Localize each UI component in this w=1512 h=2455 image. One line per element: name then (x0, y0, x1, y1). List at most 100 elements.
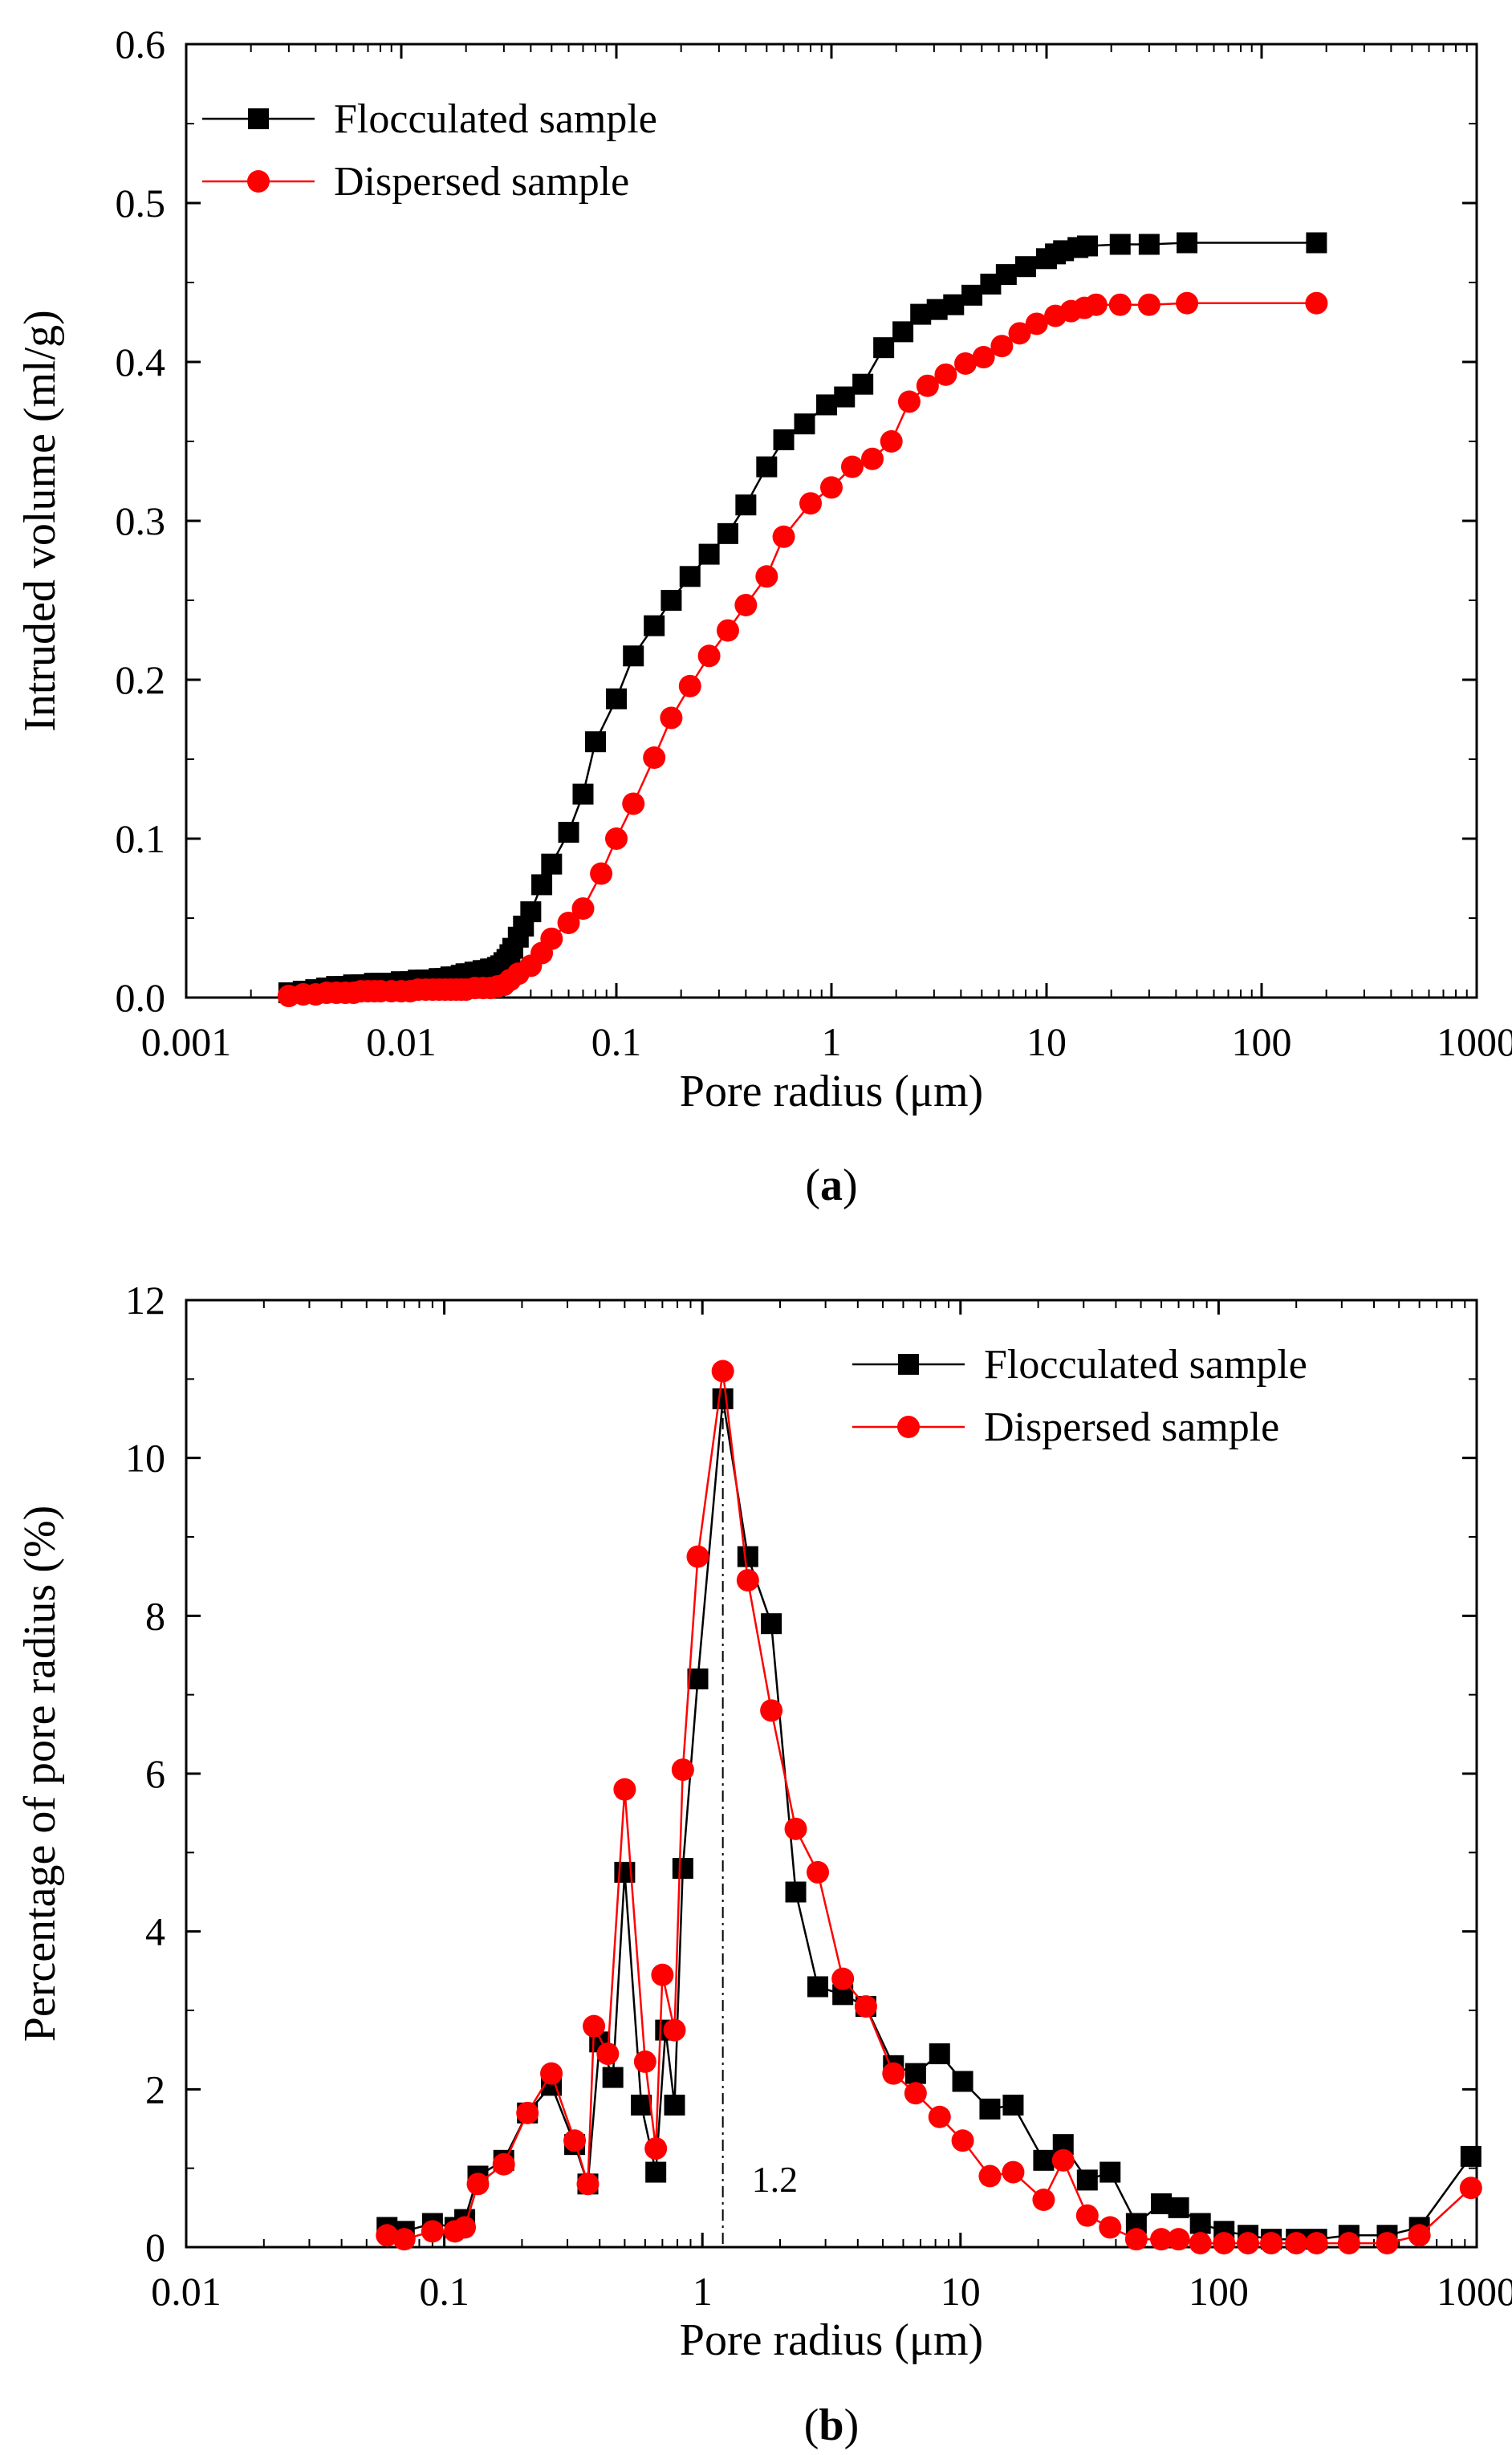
panel-a-series-flocculated-sample-point (873, 337, 895, 359)
panel-a-series-flocculated-sample-point (679, 566, 701, 587)
panel-b-y-tick-label: 12 (125, 1278, 165, 1323)
panel-b-series-dispersed-sample-point (644, 2137, 668, 2160)
panel-b-series-flocculated-sample-point (1099, 2161, 1121, 2183)
panel-b-legend-label: Flocculated sample (984, 1342, 1307, 1388)
panel-a-series-dispersed-sample-point (897, 390, 921, 413)
panel-a-label-letter: a (820, 1160, 843, 1210)
panel-a-series-flocculated-sample-point (558, 822, 579, 843)
panel-a-series-flocculated-sample-point (852, 373, 874, 395)
panel-b-x-tick-label: 1 (693, 2269, 713, 2314)
panel-b-series-flocculated-sample-point (807, 1976, 829, 1998)
panel-a-series-flocculated-sample-point (623, 645, 644, 667)
panel-a-series-flocculated-sample-point (717, 522, 738, 544)
panel-a-x-axis-title: Pore radius (μm) (680, 1067, 983, 1116)
panel-b-series-flocculated-sample-point (904, 2063, 926, 2084)
panel-a-y-tick-label: 0.2 (116, 657, 166, 702)
panel-a-series-dispersed-sample-point (916, 374, 939, 397)
panel-b-series-dispersed-sample-point (453, 2216, 477, 2239)
panel-b-label: (b) (804, 2400, 859, 2450)
panel-b-annotation: 1.2 (721, 1395, 798, 2247)
panel-b-series-flocculated-sample-point (737, 1546, 758, 1567)
panel-b-series-dispersed-sample-point (784, 1817, 807, 1840)
panel-a-series-dispersed-sample-point (1084, 293, 1108, 316)
panel-b-series-dispersed-sample-point (466, 2173, 490, 2196)
panel-a-series-dispersed-sample-point (571, 897, 595, 921)
panel-b-series-dispersed-sample-point (904, 2082, 927, 2105)
panel-a-series-dispersed-sample-point (755, 565, 778, 588)
panel-b-legend-marker (898, 1354, 919, 1375)
panel-a-series-dispersed-sample-point (643, 746, 666, 770)
panel-b-series-dispersed-sample-point (563, 2129, 587, 2152)
panel-b-series-dispersed-sample-point (1032, 2189, 1055, 2211)
panel-a-series-dispersed-sample-point (557, 911, 580, 934)
panel-a-x-tick-label: 0.01 (366, 1019, 437, 1064)
panel-a-x-tick-label: 0.1 (591, 1019, 642, 1064)
panel-b-series-dispersed-sample-point (928, 2105, 951, 2128)
panel-b-series-dispersed-sample-point (1075, 2204, 1099, 2227)
panel-a-series-dispersed-sample-point (880, 430, 903, 453)
panel-b-y-tick-label: 10 (125, 1436, 165, 1481)
panel-b-series-dispersed-sample-point (392, 2228, 416, 2251)
panel-b-series-dispersed-sample-point (1051, 2148, 1075, 2172)
panel-b-series-flocculated-sample-point (664, 2095, 685, 2116)
panel-a-series-dispersed-sample-point (1137, 293, 1160, 316)
panel-b-series-dispersed-sample-point (736, 1569, 759, 1592)
panel-a-y-tick-label: 0.0 (116, 975, 166, 1020)
panel-a-series-flocculated-sample-point (572, 783, 594, 805)
panel-b-x-tick-label: 100 (1189, 2269, 1249, 2314)
panel-a-series-flocculated-sample-point (892, 321, 914, 343)
panel-a-series-flocculated-sample-point (520, 901, 542, 923)
panel-b-series-flocculated-sample-point (1189, 2213, 1211, 2234)
panel-b-series-dispersed-sample-point (1260, 2232, 1283, 2255)
panel-b-series-flocculated-sample-point (785, 1881, 807, 1903)
panel-a-series-dispersed-sample-point (972, 346, 995, 369)
panel-a-legend-marker (248, 108, 269, 129)
panel-b-series-dispersed-sample (376, 1360, 1482, 2255)
panel-b-series-dispersed-sample-point (663, 2018, 686, 2042)
panel-a-x-tick-label: 100 (1232, 1019, 1292, 1064)
panel-b-series-dispersed-sample-point (760, 1699, 783, 1722)
panel-a-series-flocculated-sample-point (1306, 232, 1327, 254)
panel-a-y-tick-label: 0.1 (116, 816, 166, 861)
panel-b-x-tick-label: 10 (941, 2269, 981, 2314)
panel-a-series (277, 232, 1328, 1008)
panel-a-series-flocculated-sample-point (1138, 234, 1160, 255)
panel-b-series-dispersed-sample-point (1376, 2232, 1399, 2255)
panel-b-series-dispersed-sample-point (671, 1758, 694, 1782)
panel-a-series-flocculated-sample-point (735, 494, 757, 516)
panel-b-series-dispersed-sample-point (882, 2062, 905, 2085)
panel-b-series-dispersed-sample-point (596, 2042, 620, 2066)
panel-a-series-dispersed-sample-point (820, 476, 843, 499)
panel-a-series-dispersed-sample-point (605, 827, 628, 850)
panel-b-series-dispersed-sample-point (686, 1545, 709, 1568)
panel-b-series-dispersed-sample-point (1189, 2232, 1212, 2255)
panel-b-legend-label: Dispersed sample (984, 1404, 1279, 1450)
panel-a-series-dispersed-sample-point (734, 593, 758, 616)
panel-a-label-close: ) (843, 1160, 858, 1210)
panel-b-series-flocculated-sample-point (1168, 2197, 1189, 2218)
panel-a-series-dispersed-sample-point (660, 706, 683, 730)
panel-b-series-flocculated-sample-point (929, 2043, 950, 2065)
panel-a-series-flocculated-sample-point (660, 590, 682, 611)
panel-b-series-dispersed-sample-point (1285, 2232, 1308, 2255)
panel-b-series-dispersed-sample-point (613, 1778, 636, 1801)
panel-b-y-axis-title: Percentage of pore radius (%) (15, 1506, 65, 2042)
panel-b-x-tick-label: 0.01 (151, 2269, 222, 2314)
panel-a-x-tick-label: 10 (1026, 1019, 1067, 1064)
panel-b-x-tick-label: 1000 (1437, 2269, 1512, 2314)
panel-b-label-open: ( (804, 2400, 819, 2450)
panel-b-series-flocculated-sample-point (1002, 2095, 1024, 2116)
panel-a-series-dispersed-sample-point (1008, 322, 1031, 345)
panel-b-x-axis-title: Pore radius (μm) (680, 2315, 983, 2365)
panel-b-series-dispersed-sample-point (978, 2164, 1002, 2188)
panel-b-y-tick-label: 6 (145, 1751, 165, 1796)
panel-a-series-dispersed-sample-point (540, 927, 563, 950)
panel-a-series-dispersed-sample-point (678, 674, 701, 697)
panel-a-series-dispersed-sample-point (1025, 312, 1048, 335)
panel-a-series-dispersed-sample-point (954, 352, 978, 375)
panel-a-series-dispersed-sample-point (799, 492, 823, 515)
panel-b-series-dispersed-sample-point (421, 2220, 444, 2243)
panel-b-series-dispersed-sample-point (1002, 2160, 1025, 2184)
panel-b-series-dispersed-sample-point (516, 2101, 539, 2124)
panel-a-legend-marker (247, 170, 270, 193)
